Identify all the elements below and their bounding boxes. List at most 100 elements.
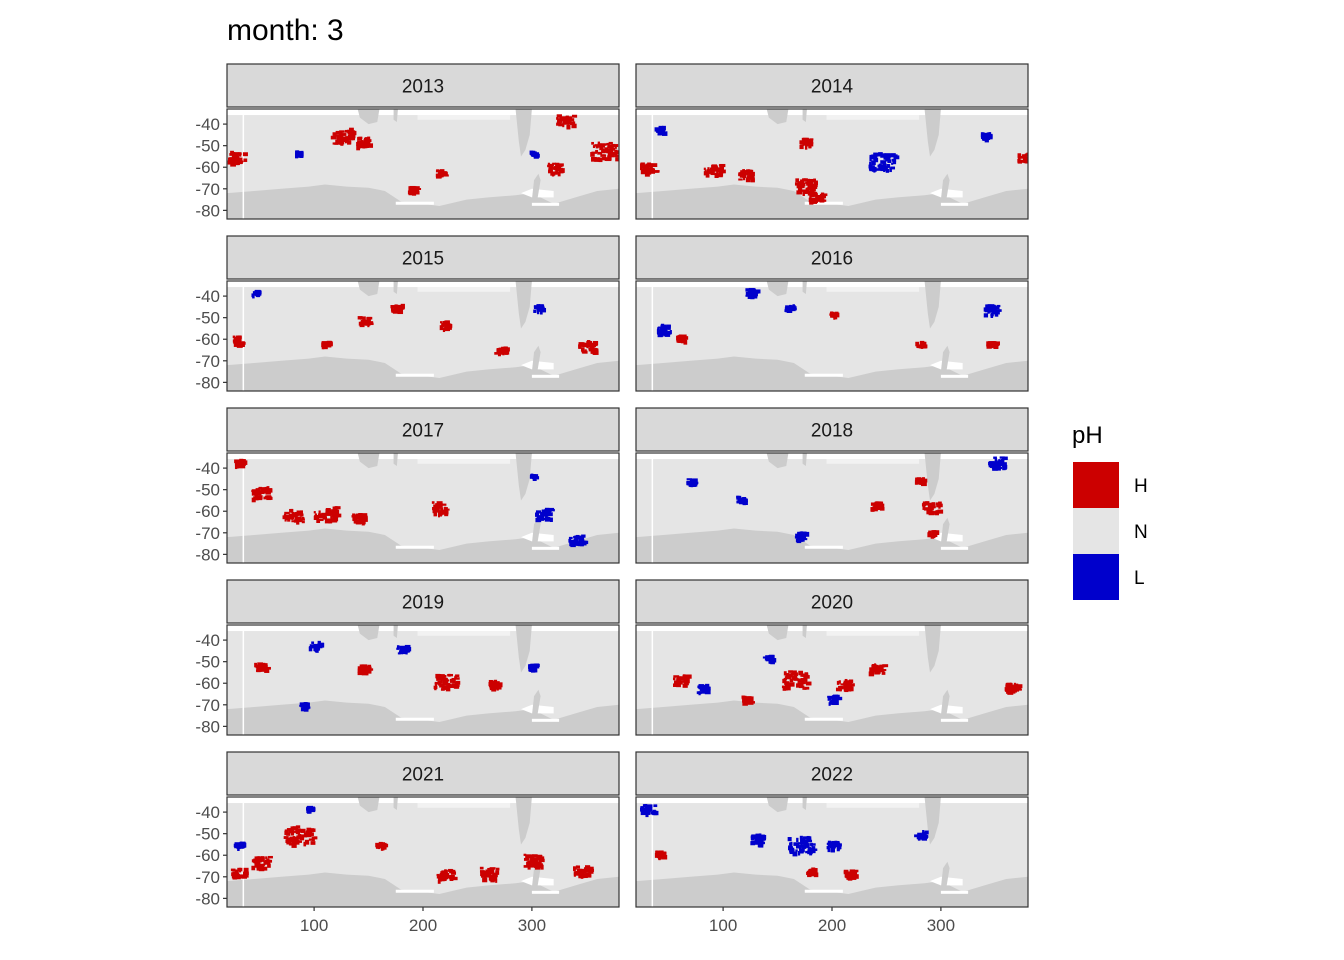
- anomaly-cell: [988, 134, 993, 140]
- anomaly-cell: [501, 351, 505, 355]
- anomaly-cell: [528, 664, 534, 669]
- anomaly-cell: [716, 170, 720, 173]
- anomaly-cell: [1026, 152, 1028, 156]
- map-layer: [636, 453, 1028, 563]
- anomaly-cell: [689, 483, 694, 488]
- anomaly-cell: [571, 114, 578, 118]
- panel-border: [635, 108, 1029, 220]
- anomaly-cell: [999, 466, 1002, 470]
- anomaly-cell: [307, 834, 312, 837]
- ice-shelf: [804, 373, 843, 377]
- anomaly-cell: [312, 644, 316, 648]
- anomaly-cell: [323, 344, 328, 350]
- anomaly-cell: [441, 872, 448, 876]
- anomaly-cell: [556, 114, 562, 118]
- anomaly-cell: [991, 309, 996, 315]
- anomaly-cell: [579, 539, 584, 544]
- anomaly-cell: [996, 304, 1001, 308]
- y-tick-label: -80: [195, 373, 220, 392]
- anomaly-cell: [434, 508, 440, 512]
- anomaly-cell: [436, 873, 440, 877]
- anomaly-cell: [359, 144, 366, 149]
- anomaly-cell: [847, 686, 854, 692]
- anomaly-cell: [607, 152, 611, 158]
- anomaly-cell: [313, 515, 318, 520]
- anomaly-region-L: [295, 150, 304, 159]
- anomaly-cell: [322, 516, 328, 520]
- anomaly-region-H: [986, 341, 1000, 350]
- anomaly-region-H: [870, 501, 885, 512]
- anomaly-cell: [992, 341, 997, 344]
- anomaly-cell: [796, 190, 803, 195]
- anomaly-cell: [234, 153, 239, 159]
- anomaly-cell: [810, 197, 813, 200]
- anomaly-cell: [685, 678, 690, 684]
- anomaly-cell: [758, 842, 764, 848]
- anomaly-cell: [283, 836, 289, 839]
- anomaly-cell: [284, 516, 287, 522]
- anomaly-cell: [919, 477, 923, 482]
- anomaly-cell: [256, 864, 261, 869]
- anomaly-cell: [267, 496, 273, 500]
- anomaly-cell: [813, 178, 816, 182]
- anomaly-cell: [809, 141, 814, 145]
- anomaly-cell: [355, 522, 361, 525]
- anomaly-cell: [672, 677, 676, 681]
- anomaly-cell: [716, 170, 719, 175]
- anomaly-cell: [397, 652, 401, 655]
- anomaly-cell: [238, 339, 242, 345]
- anomaly-cell: [237, 157, 243, 162]
- anomaly-cell: [916, 481, 920, 485]
- anomaly-cell: [698, 691, 701, 696]
- anomaly-cell: [496, 687, 499, 691]
- anomaly-region-H: [330, 127, 357, 146]
- anomaly-cell: [568, 536, 573, 540]
- anomaly-cell: [318, 510, 321, 516]
- anomaly-cell: [820, 199, 827, 202]
- anomaly-cell: [254, 662, 257, 668]
- anomaly-cell: [880, 160, 887, 164]
- anomaly-cell: [330, 515, 333, 519]
- anomaly-cell: [531, 854, 538, 858]
- anomaly-cell: [535, 668, 538, 673]
- australia-region: [826, 115, 920, 120]
- anomaly-cell: [662, 333, 667, 336]
- anomaly-cell: [255, 488, 258, 491]
- anomaly-cell: [534, 663, 540, 669]
- y-tick-label: -70: [195, 696, 220, 715]
- anomaly-cell: [853, 872, 857, 876]
- anomaly-cell: [361, 671, 367, 676]
- anomaly-cell: [362, 513, 368, 517]
- australia-region: [417, 459, 511, 464]
- legend-label-H: H: [1134, 476, 1148, 497]
- anomaly-cell: [332, 515, 336, 520]
- anomaly-cell: [831, 847, 835, 852]
- anomaly-region-H: [843, 869, 859, 881]
- anomaly-cell: [791, 849, 795, 853]
- anomaly-cell: [239, 341, 245, 344]
- y-tick-label: -80: [195, 545, 220, 564]
- anomaly-cell: [578, 344, 582, 349]
- anomaly-cell: [827, 848, 831, 853]
- anomaly-cell: [590, 152, 595, 157]
- anomaly-cell: [660, 330, 665, 333]
- anomaly-cell: [691, 483, 697, 487]
- anomaly-cell: [251, 865, 256, 871]
- map-layer: [636, 625, 1028, 735]
- anomaly-cell: [803, 178, 808, 182]
- anomaly-cell: [562, 123, 565, 128]
- anomaly-cell: [796, 837, 799, 843]
- anomaly-cell: [348, 136, 354, 141]
- legend-swatch-H: [1073, 462, 1119, 508]
- anomaly-cell: [926, 502, 932, 506]
- facet-strip-label: 2014: [811, 77, 854, 98]
- anomaly-cell: [782, 678, 787, 684]
- anomaly-cell: [289, 513, 292, 516]
- anomaly-cell: [584, 865, 591, 870]
- anomaly-cell: [399, 309, 404, 314]
- facet-strip: [635, 63, 1029, 108]
- anomaly-cell: [890, 166, 896, 170]
- anomaly-cell: [553, 171, 558, 175]
- anomaly-cell: [704, 169, 707, 174]
- anomaly-cell: [805, 142, 810, 147]
